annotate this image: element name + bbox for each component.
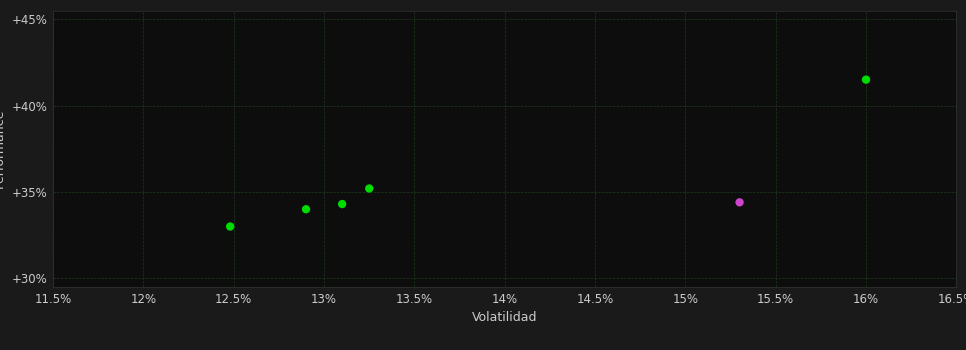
Point [222, 224, 238, 229]
Point [298, 206, 314, 212]
Point [859, 77, 874, 83]
X-axis label: Volatilidad: Volatilidad [472, 311, 537, 324]
Point [361, 186, 377, 191]
Point [334, 201, 350, 207]
Point [732, 199, 748, 205]
Y-axis label: Performance: Performance [0, 109, 6, 188]
